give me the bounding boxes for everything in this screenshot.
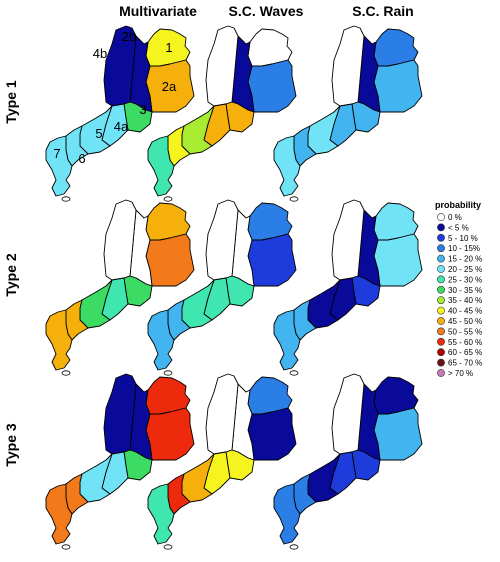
- region-label-3: 3: [139, 102, 146, 117]
- legend-swatch-14: [437, 358, 445, 367]
- legend-swatch-9: [437, 306, 445, 315]
- legend-label-15: > 70 %: [448, 369, 473, 378]
- legend-swatch-15: [437, 369, 445, 377]
- legend-swatch-12: [437, 337, 445, 346]
- legend-label-3: 10 - 15%: [448, 244, 480, 253]
- region-label-7: 7: [53, 146, 60, 161]
- legend-label-5: 20 - 25 %: [448, 265, 482, 274]
- legend-label-11: 50 - 55 %: [448, 327, 482, 336]
- row-header-type-2: Type 2: [3, 253, 19, 297]
- coastal-islet: [163, 370, 173, 376]
- legend-label-10: 45 - 50 %: [448, 317, 482, 326]
- region-2a: [145, 233, 195, 287]
- legend-swatch-6: [437, 275, 445, 284]
- region-labels: 1 2a 2b 3 4a 4b 5 6 7: [53, 29, 177, 166]
- region-7: [273, 483, 301, 545]
- region-7: [45, 309, 73, 371]
- map-type-2-sc-waves: [147, 199, 297, 376]
- region-label-4b: 4b: [93, 46, 107, 61]
- coastal-islet: [289, 544, 299, 550]
- coastal-islet: [163, 544, 173, 550]
- coastal-islet: [61, 544, 71, 550]
- region-7: [45, 483, 73, 545]
- legend-label-4: 15 - 20 %: [448, 255, 482, 264]
- column-header-sc-rain: S.C. Rain: [352, 3, 413, 19]
- legend-swatch-8: [437, 296, 445, 305]
- row-header-type-1: Type 1: [3, 80, 19, 124]
- region-7: [147, 135, 175, 197]
- coastal-islet: [61, 196, 71, 202]
- legend-swatch-0: [437, 213, 445, 221]
- legend-swatch-4: [437, 254, 445, 263]
- legend-label-7: 30 - 35 %: [448, 286, 482, 295]
- region-label-2b: 2b: [122, 29, 136, 44]
- legend: probability 0 %< 5 % 5 - 10 %10 - 15% 15 -…: [435, 200, 482, 378]
- legend-swatch-3: [437, 244, 445, 253]
- legend-label-14: 65 - 70 %: [448, 359, 482, 368]
- map-type-2-sc-rain: [273, 199, 423, 376]
- legend-label-12: 55 - 60 %: [448, 338, 482, 347]
- coastal-islet: [289, 196, 299, 202]
- region-2a: [373, 233, 423, 287]
- region-label-6: 6: [78, 151, 85, 166]
- region-2a: [145, 407, 195, 461]
- region-label-1: 1: [165, 40, 172, 55]
- legend-title: probability: [435, 200, 481, 210]
- map-type-3-sc-waves: [147, 373, 297, 550]
- column-header-sc-waves: S.C. Waves: [229, 3, 304, 19]
- legend-label-2: 5 - 10 %: [448, 234, 478, 243]
- legend-swatch-1: [437, 223, 445, 232]
- region-7: [147, 309, 175, 371]
- coastal-islet: [61, 370, 71, 376]
- legend-swatch-10: [437, 317, 445, 325]
- legend-swatch-7: [437, 285, 445, 294]
- column-header-multivariate: Multivariate: [119, 3, 197, 19]
- region-2a: [247, 407, 297, 461]
- region-2a: [373, 59, 423, 113]
- region-2a: [247, 59, 297, 113]
- legend-swatch-2: [437, 233, 445, 242]
- coastal-islet: [289, 370, 299, 376]
- map-type-1-sc-rain: [273, 25, 423, 202]
- legend-label-8: 35 - 40 %: [448, 296, 482, 305]
- legend-label-6: 25 - 30 %: [448, 275, 482, 284]
- region-7: [147, 483, 175, 545]
- region-2a: [247, 233, 297, 287]
- region-2a: [373, 407, 423, 461]
- row-header-type-3: Type 3: [3, 423, 19, 467]
- map-type-3-sc-rain: [273, 373, 423, 550]
- legend-label-1: < 5 %: [448, 223, 469, 232]
- map-type-2-multivariate: [45, 199, 195, 376]
- map-type-3-multivariate: [45, 373, 195, 550]
- maps-grid: [45, 25, 423, 550]
- region-label-4a: 4a: [114, 119, 129, 134]
- legend-label-0: 0 %: [448, 213, 462, 222]
- legend-swatch-13: [437, 348, 445, 357]
- region-7: [273, 309, 301, 371]
- legend-label-13: 60 - 65 %: [448, 348, 482, 357]
- region-7: [45, 135, 73, 197]
- map-type-1-sc-waves: [147, 25, 297, 202]
- region-label-5: 5: [95, 126, 102, 141]
- legend-swatch-11: [437, 327, 445, 336]
- coastal-islet: [163, 196, 173, 202]
- region-label-2a: 2a: [162, 79, 177, 94]
- region-7: [273, 135, 301, 197]
- legend-label-9: 40 - 45 %: [448, 307, 482, 316]
- map-type-1-multivariate: [45, 25, 195, 202]
- legend-swatch-5: [437, 265, 445, 273]
